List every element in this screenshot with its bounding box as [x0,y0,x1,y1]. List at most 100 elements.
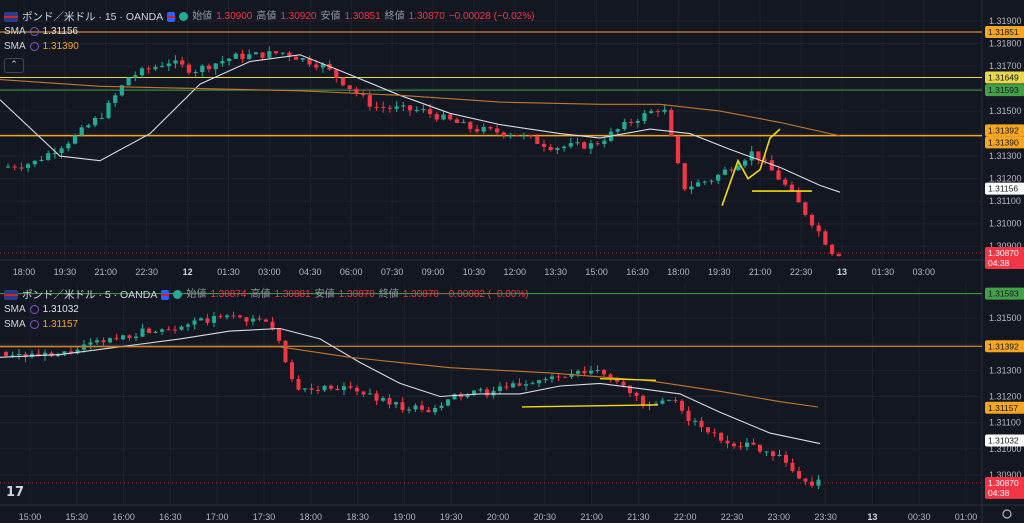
candle-body [46,153,51,160]
candle-body [528,135,533,137]
candle-body [414,110,419,112]
sma-value: 1.31156 [42,25,79,37]
candle-body [62,351,67,355]
sma-legend[interactable]: SMA 1.31156 [4,25,79,37]
time-tick-label: 07:30 [381,267,404,277]
chart-pane-5m[interactable]: 1.315001.314001.313001.312001.311001.310… [0,283,1024,523]
candle-body [264,319,268,322]
candle-body [247,54,252,59]
market-status-icon [179,12,189,21]
candle-body [535,136,540,144]
candle-body [72,135,78,144]
candle-body [322,385,327,391]
price-tick-label: 1.31100 [989,196,1021,206]
candle-body [749,151,754,161]
candle-body [43,352,47,356]
last-price-tag [985,247,1024,269]
price-tag-label: 1.31851 [988,27,1019,37]
candle-body [314,64,319,68]
candle-body [134,336,138,338]
price-tick-label: 1.31200 [989,174,1022,184]
candle-body [790,462,795,472]
time-tick-label: 22:30 [790,267,813,277]
candle-body [95,340,99,343]
time-tick-label: 01:00 [955,512,978,522]
candle-body [568,143,573,147]
candle-body [218,316,223,318]
candle-body [602,140,607,144]
candle-body [729,169,734,171]
candle-body [342,386,346,391]
last-price-tag-label: 1.30870 [988,478,1019,488]
candle-body [641,395,645,406]
candle-body [19,167,24,169]
candle-body [173,60,178,64]
sma-price-tag [985,434,1024,447]
time-tick-label: 23:00 [768,512,791,522]
chart-pane-15m[interactable]: 1.319001.318001.317001.316001.315001.314… [0,0,1024,283]
price-tick-label: 1.31700 [989,61,1022,71]
candle-body [515,135,520,137]
candle-body [401,105,406,107]
time-tick-label: 19:30 [54,267,77,277]
sma-line-slow [0,79,841,137]
candle-body [789,184,794,192]
candle-body [433,408,437,413]
tradingview-logo[interactable]: 17 [6,485,25,500]
time-tick-label: 21:00 [749,267,772,277]
candle-body [231,315,236,317]
price-tag [985,136,1024,149]
candle-body [776,170,781,180]
candle-body [160,66,165,68]
candle-body [119,85,124,96]
low-value: 1.30870 [338,288,375,300]
candle-body [777,454,782,456]
candle-body [530,383,535,385]
symbol-legend: ポンド／米ドル · 5 · OANDA 始値 1.30874 高値 1.30881 … [4,287,529,302]
candle-body [421,109,426,111]
time-tick-label: 22:30 [721,512,744,522]
sma-legend[interactable]: SMA 1.31032 [4,303,79,315]
candle-body [93,117,98,126]
sma-value: 1.31157 [42,318,79,330]
candle-body [809,214,815,226]
candle-body [736,165,741,171]
candle-body [680,400,684,411]
candle-body [621,381,626,386]
price-tick-label: 1.31800 [989,39,1022,49]
candle-body [745,442,749,447]
candle-body [468,121,473,129]
candle-body [742,160,748,166]
candle-body [121,335,125,340]
gear-icon[interactable] [1002,509,1012,519]
candle-body [709,180,714,182]
price-tag [985,340,1024,353]
collapse-legend-button[interactable]: ⌃ [4,58,534,73]
candle-body [225,315,229,318]
candle-body [569,373,574,377]
time-tick-label: 01:30 [872,267,895,277]
close-value: 1.30870 [402,288,439,300]
candle-body [361,93,366,96]
candle-body [797,471,801,479]
sma-legend[interactable]: SMA 1.31157 [4,318,79,330]
high-value: 1.30920 [280,10,317,22]
time-tick-label: 15:00 [585,267,608,277]
candle-body [179,326,184,330]
candle-body [320,64,325,68]
candle-body [212,316,216,323]
time-tick-label: 23:30 [814,512,837,522]
candle-body [290,362,294,380]
flag-icon [161,289,170,300]
candle-body [193,72,198,74]
candle-body [491,390,496,396]
chart-canvas-15m[interactable]: 1.319001.318001.317001.316001.315001.314… [0,0,1024,283]
candle-body [608,374,613,380]
sma-legend[interactable]: SMA 1.31390 [4,40,79,52]
sma-line-fast [0,327,821,445]
horizontal-drawing [599,378,657,381]
time-tick-label: 17:30 [253,512,276,522]
chart-canvas-5m[interactable]: 1.315001.314001.313001.312001.311001.310… [0,283,1024,523]
candle-body [400,402,405,411]
sma-price-tag-label: 1.31157 [988,403,1018,413]
